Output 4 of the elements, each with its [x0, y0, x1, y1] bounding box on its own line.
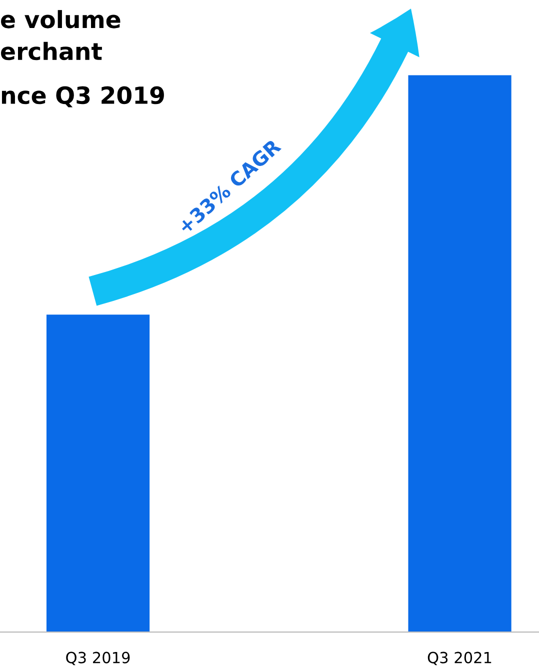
chart-subtitle: nce Q3 2019	[2, 86, 164, 108]
chart-title: e volume erchant	[1, 10, 120, 60]
x-tick-label: Q3 2019	[66, 652, 130, 666]
x-tick-label: Q3 2021	[428, 652, 492, 666]
